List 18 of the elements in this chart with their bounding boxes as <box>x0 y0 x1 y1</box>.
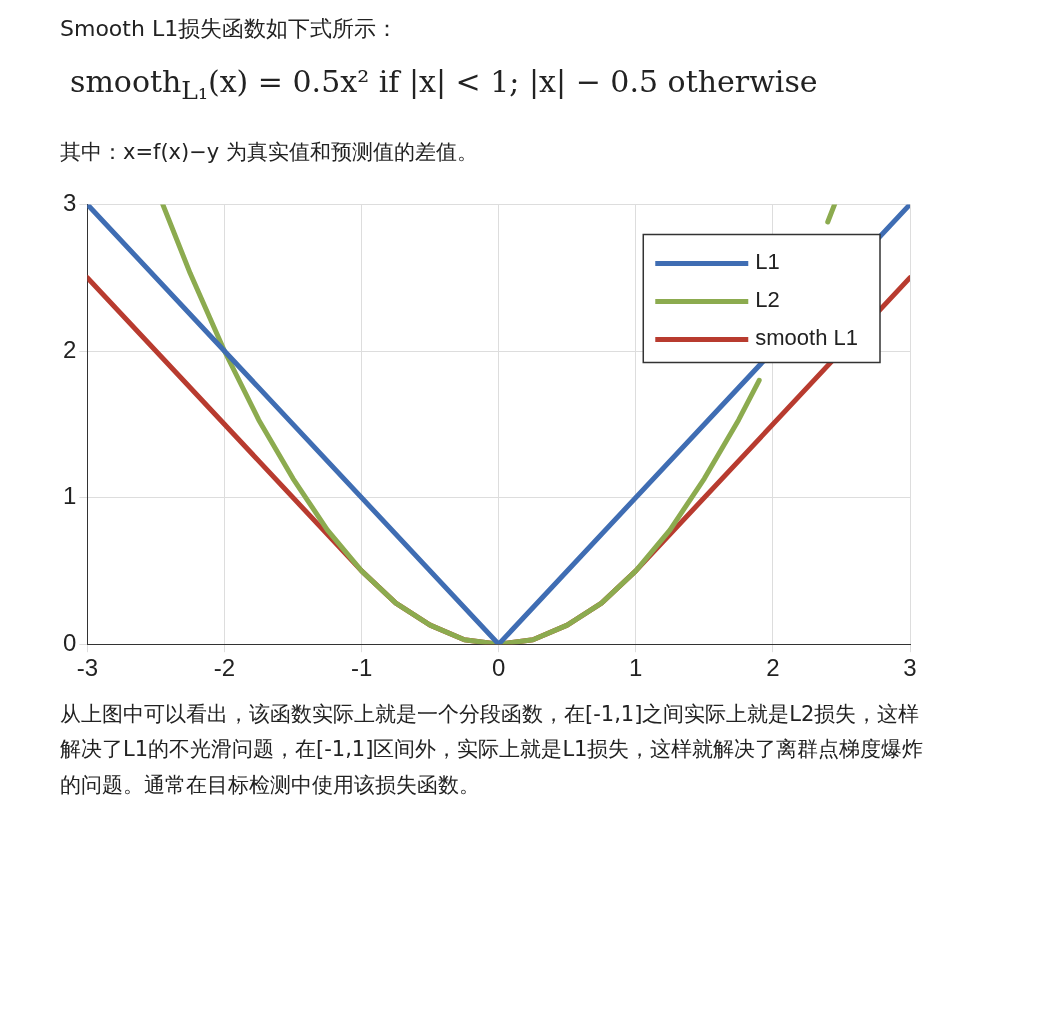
text: 其中：x=f(x)−y 为真实值和预测值的差值。 <box>60 139 479 166</box>
text: 从上图中可以看出，该函数实际上就是一个分段函数，在[-1,1]之间实际上就是L2损失，这样解决了L1的不光滑问题，在[-1,1]区间外，实际上就是L1损失，这样就解决了离群点梯度爆炸的问题。通常在目标检测中使用该损失函数。 <box>60 700 925 800</box>
legend-label: L2 <box>755 287 780 313</box>
x-tick-label: 2 <box>766 653 780 681</box>
x-tick-label: -3 <box>76 653 99 681</box>
y-tick-label: 0 <box>62 628 77 656</box>
x-tick-label: -1 <box>350 653 373 681</box>
x-tick-label: -2 <box>213 653 236 681</box>
y-tick-label: 3 <box>62 188 77 216</box>
y-tick-label: 2 <box>62 335 77 363</box>
y-tick-label: 1 <box>62 481 77 509</box>
x-tick-label: 1 <box>629 653 643 681</box>
x-tick-label: 3 <box>903 653 917 681</box>
legend-label: smooth L1 <box>755 325 859 351</box>
text: smooth$_{L₁}$(x) = 0.5x² if |x| < 1; |x| − 0.5 otherwise <box>70 64 819 105</box>
chart-title: Smooth L1损失函数如下式所示： <box>60 15 400 43</box>
x-tick-label: 0 <box>491 653 506 681</box>
legend-label: L1 <box>755 249 780 275</box>
